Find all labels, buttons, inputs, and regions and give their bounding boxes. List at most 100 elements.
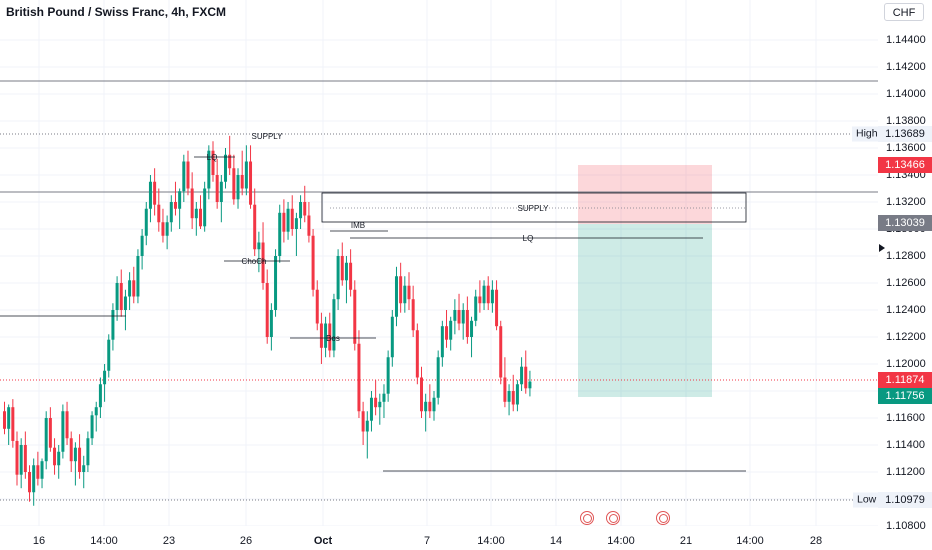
candle: [7, 404, 11, 445]
candle-body: [228, 154, 232, 169]
candle: [48, 407, 52, 452]
candle: [436, 350, 440, 405]
candle-body: [524, 366, 528, 389]
candle: [115, 276, 119, 321]
collapse-arrow-icon[interactable]: [879, 244, 885, 252]
candle-body: [374, 397, 378, 408]
candle-body: [495, 289, 499, 327]
economic-event-icon[interactable]: [656, 511, 670, 525]
candle-body: [265, 283, 269, 337]
time-label: 16: [32, 535, 46, 547]
candle: [98, 377, 102, 418]
candle-body: [328, 323, 332, 351]
candle-body: [474, 296, 478, 321]
candle: [261, 222, 265, 290]
candle: [265, 269, 269, 344]
time-label: 14: [549, 535, 563, 547]
candle: [173, 181, 177, 216]
choch-label: ChoCh: [242, 257, 267, 266]
time-label: 14:00: [90, 535, 118, 547]
liquidity-label-right: LQ: [523, 234, 534, 243]
candle-body: [48, 418, 52, 448]
economic-event-icon[interactable]: [580, 511, 594, 525]
candle-body: [148, 181, 152, 209]
candle: [311, 229, 315, 297]
candle-body: [211, 150, 215, 175]
take-profit-zone: [578, 224, 712, 397]
candle: [132, 266, 136, 304]
candle: [336, 249, 340, 310]
candle-body: [40, 461, 44, 479]
candle: [374, 380, 378, 416]
candle: [257, 231, 261, 273]
candle-body: [407, 285, 411, 300]
candle: [57, 445, 61, 479]
candle-body: [257, 242, 261, 250]
candle-body: [103, 370, 107, 385]
candlestick-chart[interactable]: SUPPLY LQ IMB SUPPLY LQ ChoCh Bos: [0, 0, 878, 526]
candle: [524, 350, 528, 394]
candle-body: [169, 202, 173, 223]
candle: [349, 249, 353, 297]
candle: [23, 431, 27, 479]
currency-button[interactable]: CHF: [884, 3, 924, 21]
candle-body: [73, 447, 77, 462]
candle: [182, 154, 186, 202]
candle: [190, 172, 194, 229]
candle-body: [140, 235, 144, 256]
candle: [382, 384, 386, 418]
candle: [465, 296, 469, 344]
candle-body: [232, 168, 236, 200]
candle-body: [478, 296, 482, 304]
candle: [428, 384, 432, 418]
candle-body: [186, 161, 190, 189]
price-tick-label: 1.14200: [886, 61, 926, 73]
candle: [36, 451, 40, 486]
time-label: 14:00: [477, 535, 505, 547]
candle: [386, 350, 390, 402]
time-label: 23: [162, 535, 176, 547]
candle-body: [465, 310, 469, 337]
candle: [407, 272, 411, 310]
candle-body: [161, 222, 165, 236]
candle: [269, 303, 273, 351]
candle: [453, 299, 457, 335]
candle-body: [190, 188, 194, 219]
candle-body: [307, 215, 311, 236]
candle-body: [424, 401, 428, 412]
green-price-tag: 1.11756: [878, 388, 932, 404]
candle: [19, 438, 23, 489]
candle: [240, 150, 244, 196]
candle: [361, 401, 365, 445]
candle-body: [178, 191, 182, 209]
candle: [15, 431, 19, 486]
candle-body: [315, 289, 319, 324]
candle: [128, 272, 132, 310]
candle-body: [15, 440, 19, 475]
candle-body: [132, 280, 136, 297]
candle: [244, 145, 248, 196]
candle-body: [203, 188, 207, 227]
price-tick-label: 1.11200: [886, 466, 925, 478]
candle-body: [294, 218, 298, 229]
candle-body: [65, 411, 69, 439]
candle: [144, 202, 148, 246]
time-label: 28: [809, 535, 823, 547]
candle: [169, 195, 173, 232]
candle: [28, 465, 32, 502]
imbalance-label: IMB: [351, 221, 365, 230]
candle-body: [319, 323, 323, 348]
candle: [378, 393, 382, 425]
chart-area[interactable]: SUPPLY LQ IMB SUPPLY LQ ChoCh Bos British Poun…: [0, 0, 878, 526]
high-price-tag: 1.13689: [878, 126, 932, 142]
candle-body: [353, 289, 357, 344]
symbol-title[interactable]: British Pound / Swiss Franc, 4h, FXCM: [6, 5, 227, 19]
economic-event-icon[interactable]: [606, 511, 620, 525]
candle-body: [311, 235, 315, 290]
candle: [103, 364, 107, 402]
candle: [148, 175, 152, 223]
candle: [232, 154, 236, 205]
candle: [353, 280, 357, 351]
candle: [515, 380, 519, 412]
candle: [474, 289, 478, 327]
